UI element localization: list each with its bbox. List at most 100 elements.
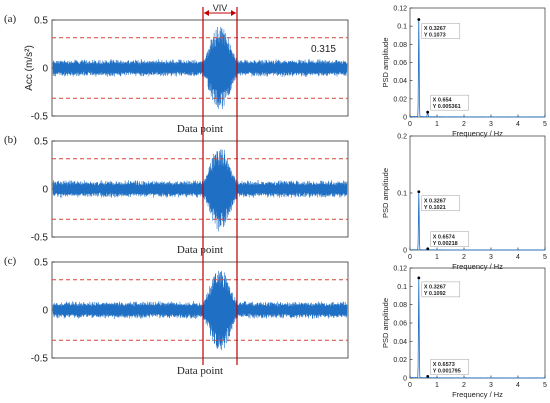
psd-y-tick-label: 0.08: [393, 42, 407, 49]
psd-x-tick-label: 2: [462, 121, 466, 128]
psd-x-tick-label: 2: [462, 382, 466, 389]
datatip-y: Y 0.00218: [433, 241, 458, 247]
datatip-y: Y 0.005361: [433, 104, 461, 110]
peak-marker: [417, 18, 421, 21]
y-tick-label: 0: [42, 64, 48, 75]
datatip-x: X 0.6574: [433, 234, 456, 240]
viv-label: VIV: [213, 3, 228, 13]
psd-y-tick-label: 0: [403, 115, 407, 122]
psd-x-tick-label: 1: [435, 121, 439, 128]
psd-x-tick-label: 0: [408, 382, 412, 389]
acc-signal-line: [52, 270, 348, 351]
psd-y-tick-label: 0.1: [397, 24, 407, 31]
psd-y-tick-label: 0.04: [393, 78, 407, 85]
psd-line: [409, 278, 546, 379]
datatip-y: Y 0.001795: [433, 368, 461, 374]
psd-y-tick-label: 0: [403, 376, 407, 383]
psd-y-tick-label: 0.02: [393, 357, 407, 364]
psd-x-tick-label: 3: [489, 382, 493, 389]
datatip-box: [421, 195, 461, 212]
viv-arrow-left-head: [204, 10, 209, 16]
psd-y-tick-label: 0.06: [393, 60, 407, 67]
viv-annotation: VIV: [202, 3, 238, 365]
y-tick-label: -0.5: [31, 354, 49, 365]
panel-label: (a): [4, 13, 17, 25]
peak-marker: [417, 190, 421, 194]
y-tick-label: 0: [42, 185, 48, 196]
panel-a: (a) 0.5 0 -0.5 Acc (m/s²) Data point 0.12 0.1 0.…: [4, 6, 547, 139]
psd-x-tick-label: 5: [543, 121, 547, 128]
datatip-box: [421, 281, 461, 298]
x-axis-label: Data point: [177, 365, 223, 377]
datatip-box: [430, 231, 469, 247]
acc-signal-line: [52, 26, 348, 110]
panel-label: (c): [4, 255, 17, 267]
psd-y-tick-label: 0.02: [393, 96, 407, 103]
psd-y-axis-label: PSD amplitude: [381, 168, 390, 218]
psd-line: [409, 20, 546, 118]
x-axis-label: Data point: [177, 244, 223, 256]
peak-marker: [426, 110, 430, 114]
datatip-box: [421, 23, 461, 39]
psd-x-tick-label: 5: [543, 382, 547, 389]
psd-y-tick-label: 0.12: [393, 266, 407, 273]
y-tick-label: 0.5: [34, 258, 48, 269]
datatip-y: Y 0.1073: [424, 33, 446, 39]
psd-x-tick-label: 1: [435, 382, 439, 389]
psd-y-tick-label: 0.04: [393, 339, 407, 346]
psd-x-tick-label: 4: [516, 121, 520, 128]
datatip-y: Y 0.1021: [424, 205, 446, 211]
y-tick-label: -0.5: [31, 112, 49, 123]
datatip-box: [430, 94, 469, 111]
y-axis-label: Acc (m/s²): [24, 45, 35, 91]
x-axis-label: Data point: [177, 123, 223, 135]
y-tick-label: 0: [42, 306, 48, 317]
psd-x-tick-label: 3: [489, 121, 493, 128]
y-tick-label: -0.5: [31, 233, 49, 244]
psd-x-axis-label: Frequency / Hz: [452, 390, 503, 399]
psd-y-tick-label: 0.06: [393, 321, 407, 328]
psd-y-tick-label: 0.12: [393, 6, 407, 13]
threshold-label: 0.315: [311, 44, 336, 55]
psd-x-tick-label: 4: [516, 382, 520, 389]
viv-arrow-right-head: [231, 10, 236, 16]
psd-y-tick-label: 0.1: [397, 284, 407, 291]
datatip-x: X 0.3267: [424, 284, 446, 290]
panel-label: (b): [4, 134, 17, 146]
psd-x-tick-label: 2: [462, 254, 466, 261]
acc-signal-line: [52, 149, 348, 232]
datatip-box: [430, 359, 469, 375]
peak-marker: [417, 276, 421, 280]
psd-x-tick-label: 3: [489, 254, 493, 261]
psd-y-tick-label: 0.1: [397, 191, 407, 198]
y-tick-label: 0.5: [34, 137, 48, 148]
datatip-x: X 0.6573: [433, 362, 455, 368]
psd-y-tick-label: 0.08: [393, 302, 407, 309]
datatip-x: X 0.654: [433, 98, 453, 104]
y-tick-label: 0.5: [34, 16, 48, 27]
panel-c: (c) 0.5 0 -0.5 Data point 0.12 0.1 0.08 0.06 0.04…: [4, 255, 547, 399]
datatip-y: Y 0.1092: [424, 291, 446, 297]
datatip-x: X 0.3267: [424, 198, 446, 204]
psd-x-axis-label: Frequency / Hz: [452, 129, 503, 138]
peak-marker: [426, 374, 430, 378]
psd-x-tick-label: 0: [408, 121, 412, 128]
psd-x-tick-label: 1: [435, 254, 439, 261]
psd-line: [410, 192, 546, 251]
psd-y-axis-label: PSD amplitude: [381, 298, 390, 348]
psd-x-axis-label: Frequency / Hz: [452, 262, 503, 271]
peak-marker: [426, 247, 430, 251]
psd-y-tick-label: 0: [403, 248, 407, 255]
psd-x-tick-label: 0: [408, 254, 412, 261]
psd-x-tick-label: 4: [516, 254, 520, 261]
datatip-x: X 0.3267: [424, 26, 446, 32]
psd-x-tick-label: 5: [543, 254, 547, 261]
psd-y-tick-label: 0.2: [397, 134, 407, 141]
psd-y-axis-label: PSD amplitude: [381, 37, 390, 87]
psd-axes: [409, 135, 546, 251]
